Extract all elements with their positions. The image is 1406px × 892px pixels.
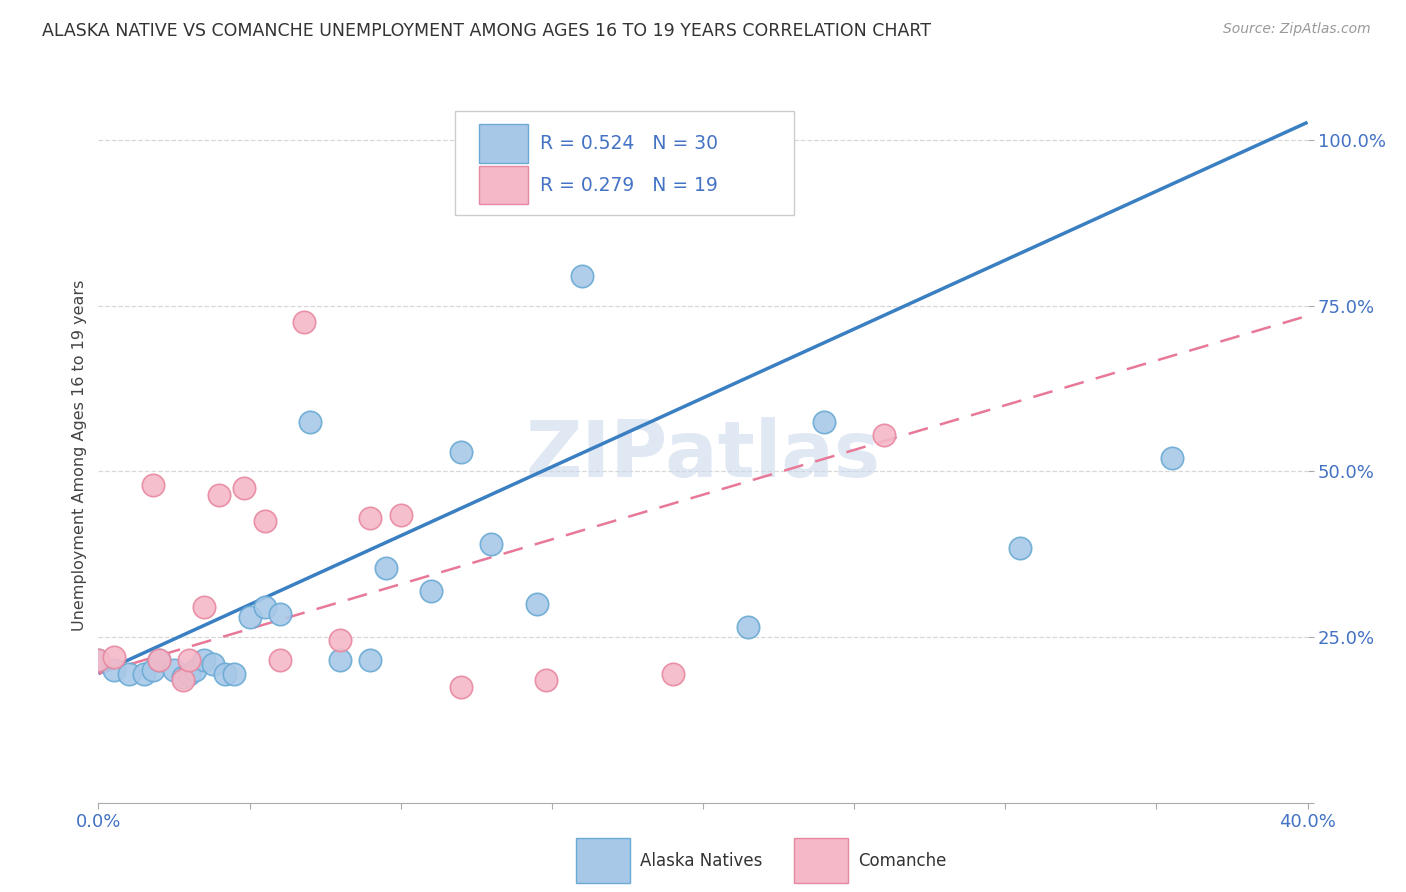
Point [87,653,110,667]
FancyBboxPatch shape [456,111,793,215]
Y-axis label: Unemployment Among Ages 16 to 19 years: Unemployment Among Ages 16 to 19 years [72,279,87,631]
Point [103,663,125,677]
Point [571,268,593,283]
Point [177,653,201,667]
Point [1160,451,1182,466]
Point [661,666,683,681]
Point [184,663,207,677]
Text: Alaska Natives: Alaska Natives [640,852,762,870]
Point [148,653,170,667]
Point [202,657,225,671]
Point [132,666,155,681]
Point [360,653,382,667]
Point [142,477,165,491]
Point [329,653,352,667]
Text: R = 0.279   N = 19: R = 0.279 N = 19 [540,176,717,195]
Text: R = 0.524   N = 30: R = 0.524 N = 30 [540,135,718,153]
Point [269,653,291,667]
Point [208,488,231,502]
Point [253,514,276,528]
Point [389,508,412,522]
Point [172,673,194,688]
Point [163,663,186,677]
Point [193,600,215,615]
Point [118,666,141,681]
Point [193,653,215,667]
FancyBboxPatch shape [479,124,527,162]
Point [148,653,170,667]
Point [253,600,276,615]
Point [534,673,557,688]
Point [224,666,246,681]
Point [873,428,896,442]
Point [419,583,441,598]
Point [374,560,396,574]
Point [172,670,194,684]
Text: Source: ZipAtlas.com: Source: ZipAtlas.com [1223,22,1371,37]
Text: Comanche: Comanche [858,852,946,870]
Point [269,607,291,621]
Point [737,620,759,634]
Point [329,633,352,648]
Point [813,415,835,429]
Point [292,315,315,329]
Point [481,537,503,551]
Text: ZIPatlas: ZIPatlas [526,417,880,493]
Point [232,481,254,495]
Point [103,650,125,665]
Point [87,653,110,667]
Point [142,663,165,677]
Point [299,415,322,429]
Point [239,610,262,624]
FancyBboxPatch shape [793,838,848,883]
Point [177,666,201,681]
Point [1010,541,1032,555]
FancyBboxPatch shape [479,166,527,204]
FancyBboxPatch shape [576,838,630,883]
Point [360,511,382,525]
Point [526,597,548,611]
Point [214,666,236,681]
Text: ALASKA NATIVE VS COMANCHE UNEMPLOYMENT AMONG AGES 16 TO 19 YEARS CORRELATION CHA: ALASKA NATIVE VS COMANCHE UNEMPLOYMENT A… [42,22,931,40]
Point [450,444,472,458]
Point [450,680,472,694]
